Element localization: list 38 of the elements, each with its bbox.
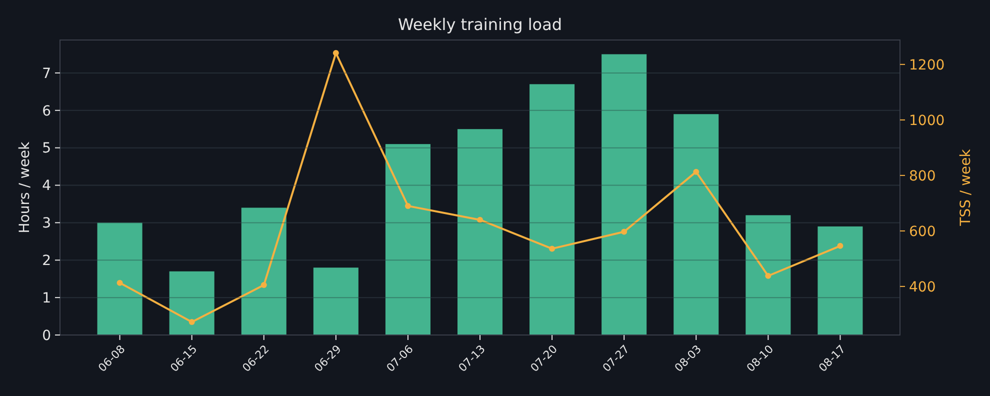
y2-axis-title: TSS / week [958,148,974,227]
point [693,168,700,175]
y2-tick-label: 800 [909,168,936,184]
y2-tick-label: 400 [909,279,936,296]
y-tick-label: 4 [42,178,52,194]
y-tick-label: 1 [42,290,51,306]
point [477,216,483,223]
point [116,280,123,286]
bar [818,226,863,335]
point [332,50,339,56]
bar [602,54,647,335]
y2-tick-label: 1200 [909,57,945,74]
point [837,242,844,249]
y-tick-label: 7 [42,66,51,82]
point [404,202,411,209]
y-tick-label: 2 [42,253,51,270]
y-tick-label: 6 [42,103,52,120]
y-tick-label: 5 [42,140,51,157]
point [188,318,195,325]
y2-tick-label: 600 [909,224,936,240]
bar [674,114,719,335]
y2-tick-label: 1000 [909,112,945,129]
point [621,228,628,235]
bar [97,222,142,335]
chart-title: Weekly training load [398,15,562,34]
bar [530,84,575,335]
bar [313,268,358,335]
bar [457,129,503,335]
point [260,282,267,288]
y-axis-title: Hours / week [17,140,33,234]
point [765,272,772,279]
y-tick-label: 3 [42,216,51,232]
point [549,246,556,252]
y-tick-label: 0 [42,328,51,344]
bar [746,215,791,335]
bar [241,208,286,335]
bar [169,271,214,335]
bar [385,144,430,335]
